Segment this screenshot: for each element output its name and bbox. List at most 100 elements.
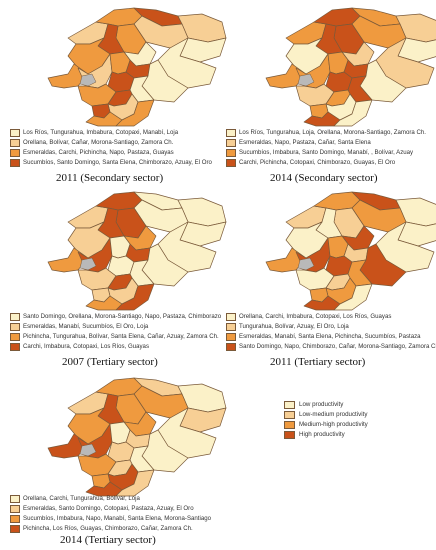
legend-row-high: High productivity bbox=[284, 430, 368, 440]
map-panel-2011-secondary: Los Ríos, Tungurahua, Imbabura, Cotopaxi… bbox=[10, 4, 227, 186]
swatch-high bbox=[10, 159, 20, 167]
legend-text: Santo Domingo, Orellana, Morona-Santiago… bbox=[23, 313, 222, 320]
legend-row-high: Carchi, Pichincha, Cotopaxi, Chimborazo,… bbox=[226, 158, 426, 168]
legend-row-lowmed: Low-medium productivity bbox=[284, 410, 368, 420]
province-map-2014-secondary bbox=[265, 7, 436, 127]
legend-text: Low-medium productivity bbox=[299, 411, 368, 418]
province-region bbox=[295, 83, 335, 107]
legend-row-medhigh: Esmeraldas, Manabí, Santa Elena, Pichinc… bbox=[226, 332, 436, 342]
legend-row-low: Los Ríos, Tungurahua, Loja, Orellana, Mo… bbox=[226, 128, 426, 138]
swatch-low bbox=[284, 401, 295, 409]
swatch-low bbox=[10, 313, 20, 321]
legend-text: Sucumbíos, Imbabura, Santo Domingo, Mana… bbox=[239, 149, 414, 156]
legend-row-lowmed: Esmeraldas, Manabí, Sucumbíos, El Oro, L… bbox=[10, 322, 221, 332]
legend-text: Esmeraldas, Carchi, Pichincha, Napo, Pas… bbox=[23, 149, 174, 156]
swatch-high bbox=[10, 343, 20, 351]
swatch-medhigh bbox=[10, 333, 20, 341]
legend-text: Orellana, Carchi, Imbabura, Cotopaxi, Lo… bbox=[239, 313, 392, 320]
province-region bbox=[295, 267, 335, 291]
legend-text: Orellana, Bolívar, Cañar, Morona-Santiag… bbox=[23, 139, 174, 146]
province-region bbox=[115, 283, 155, 311]
legend-row-high: Pichincha, Los Ríos, Guayas, Chimborazo,… bbox=[10, 524, 211, 534]
legend-row-low: Los Ríos, Tungurahua, Imbabura, Cotopaxi… bbox=[10, 128, 212, 138]
swatch-low bbox=[10, 129, 20, 137]
legend-2014-tertiary: Orellana, Carchi, Tungurahua, Bolívar, L… bbox=[10, 494, 211, 534]
legend-2007-tertiary: Santo Domingo, Orellana, Morona-Santiago… bbox=[10, 312, 221, 352]
map-panel-2014-secondary: Los Ríos, Tungurahua, Loja, Orellana, Mo… bbox=[226, 4, 436, 186]
legend-row-medhigh: Sucumbíos, Imbabura, Napo, Manabí, Santa… bbox=[10, 514, 211, 524]
province-region bbox=[115, 469, 155, 497]
legend-row-lowmed: Tungurahua, Bolívar, Azuay, El Oro, Loja bbox=[226, 322, 436, 332]
legend-text: Esmeraldas, Napo, Pastaza, Cañar, Santa … bbox=[239, 139, 371, 146]
swatch-lowmed bbox=[10, 323, 20, 331]
legend-text: Low productivity bbox=[299, 401, 344, 408]
legend-text: Orellana, Carchi, Tungurahua, Bolívar, L… bbox=[23, 495, 140, 502]
swatch-medhigh bbox=[10, 515, 20, 523]
legend-row-lowmed: Orellana, Bolívar, Cañar, Morona-Santiag… bbox=[10, 138, 212, 148]
swatch-lowmed bbox=[226, 139, 236, 147]
legend-text: High productivity bbox=[299, 431, 345, 438]
province-map-2014-tertiary bbox=[47, 377, 227, 497]
legend-row-medhigh: Sucumbíos, Imbabura, Santo Domingo, Mana… bbox=[226, 148, 426, 158]
gray-area bbox=[297, 73, 315, 87]
legend-text: Los Ríos, Tungurahua, Imbabura, Cotopaxi… bbox=[23, 129, 179, 136]
province-map-2007-tertiary bbox=[47, 191, 227, 311]
province-region bbox=[115, 99, 155, 127]
province-region bbox=[77, 83, 117, 107]
legend-row-lowmed: Esmeraldas, Santo Domingo, Cotopaxi, Pas… bbox=[10, 504, 211, 514]
map-panel-2011-tertiary: Orellana, Carchi, Imbabura, Cotopaxi, Lo… bbox=[226, 188, 436, 370]
map-caption: 2014 (Tertiary sector) bbox=[60, 534, 156, 546]
swatch-low bbox=[10, 495, 20, 503]
swatch-high bbox=[226, 343, 236, 351]
swatch-medhigh bbox=[226, 333, 236, 341]
legend-text: Esmeraldas, Manabí, Santa Elena, Pichinc… bbox=[239, 333, 421, 340]
swatch-high bbox=[226, 159, 236, 167]
legend-2011-secondary: Los Ríos, Tungurahua, Imbabura, Cotopaxi… bbox=[10, 128, 212, 168]
map-panel-2007-tertiary: Santo Domingo, Orellana, Morona-Santiago… bbox=[10, 188, 227, 370]
gray-area bbox=[79, 257, 97, 271]
legend-row-low: Santo Domingo, Orellana, Morona-Santiago… bbox=[10, 312, 221, 322]
legend-row-medhigh: Esmeraldas, Carchi, Pichincha, Napo, Pas… bbox=[10, 148, 212, 158]
map-caption: 2011 (Tertiary sector) bbox=[270, 356, 366, 368]
gray-area bbox=[79, 443, 97, 457]
legend-2014-secondary: Los Ríos, Tungurahua, Loja, Orellana, Mo… bbox=[226, 128, 426, 168]
swatch-low bbox=[226, 313, 236, 321]
swatch-low bbox=[226, 129, 236, 137]
gray-area bbox=[79, 73, 97, 87]
map-panel-2014-tertiary: Orellana, Carchi, Tungurahua, Bolívar, L… bbox=[10, 374, 227, 550]
legend-text: Santo Domingo, Napo, Chimborazo, Cañar, … bbox=[239, 343, 436, 350]
legend-row-medhigh: Medium-high productivity bbox=[284, 420, 368, 430]
legend-text: Pichincha, Tungurahua, Bolívar, Santa El… bbox=[23, 333, 219, 340]
legend-text: Los Ríos, Tungurahua, Loja, Orellana, Mo… bbox=[239, 129, 426, 136]
legend-text: Sucumbíos, Imbabura, Napo, Manabí, Santa… bbox=[23, 515, 212, 522]
legend-text: Sucumbíos, Santo Domingo, Santa Elena, C… bbox=[23, 159, 212, 166]
map-caption: 2007 (Tertiary sector) bbox=[62, 356, 158, 368]
swatch-lowmed bbox=[284, 411, 295, 419]
swatch-high bbox=[284, 431, 295, 439]
legend-text: Pichincha, Los Ríos, Guayas, Chimborazo,… bbox=[23, 525, 193, 532]
legend-row-high: Sucumbíos, Santo Domingo, Santa Elena, C… bbox=[10, 158, 212, 168]
productivity-legend: Low productivity Low-medium productivity… bbox=[284, 400, 368, 440]
swatch-medhigh bbox=[284, 421, 295, 429]
gray-area bbox=[297, 257, 315, 271]
legend-row-low: Low productivity bbox=[284, 400, 368, 410]
legend-text: Esmeraldas, Manabí, Sucumbíos, El Oro, L… bbox=[23, 323, 149, 330]
province-region bbox=[333, 99, 373, 127]
swatch-medhigh bbox=[10, 149, 20, 157]
province-region bbox=[333, 283, 373, 311]
map-caption: 2014 (Secondary sector) bbox=[270, 172, 378, 184]
legend-text: Tungurahua, Bolívar, Azuay, El Oro, Loja bbox=[239, 323, 349, 330]
legend-row-high: Carchi, Imbabura, Cotopaxi, Los Ríos, Gu… bbox=[10, 342, 221, 352]
swatch-lowmed bbox=[10, 505, 20, 513]
legend-text: Esmeraldas, Santo Domingo, Cotopaxi, Pas… bbox=[23, 505, 194, 512]
province-region bbox=[77, 267, 117, 291]
swatch-lowmed bbox=[226, 323, 236, 331]
legend-row-low: Orellana, Carchi, Imbabura, Cotopaxi, Lo… bbox=[226, 312, 436, 322]
map-caption: 2011 (Secondary sector) bbox=[56, 172, 164, 184]
legend-text: Carchi, Imbabura, Cotopaxi, Los Ríos, Gu… bbox=[23, 343, 149, 350]
legend-row-high: Santo Domingo, Napo, Chimborazo, Cañar, … bbox=[226, 342, 436, 352]
legend-row-lowmed: Esmeraldas, Napo, Pastaza, Cañar, Santa … bbox=[226, 138, 426, 148]
province-map-2011-tertiary bbox=[265, 191, 436, 311]
swatch-medhigh bbox=[226, 149, 236, 157]
province-region bbox=[77, 453, 117, 477]
